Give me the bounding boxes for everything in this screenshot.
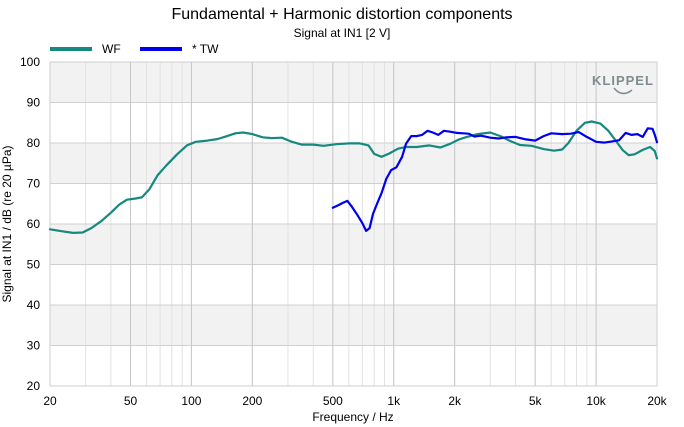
logo-text: KLIPPEL	[592, 73, 654, 88]
plot-band	[50, 305, 657, 346]
y-tick-label: 80	[27, 136, 41, 150]
plot-band	[50, 143, 657, 184]
y-axis-ticks: 20 30 40 50 60 70 80 90 100	[20, 55, 40, 393]
legend: WF * TW	[50, 42, 219, 56]
plot-background-bands	[50, 62, 657, 386]
x-axis-ticks: 20 50 100 200 500 1k 2k 5k 10k 20k	[43, 394, 667, 408]
y-tick-label: 20	[27, 379, 41, 393]
plot-band	[50, 345, 657, 386]
series-line-wf	[48, 120, 659, 234]
y-tick-label: 70	[27, 177, 41, 191]
plot-band	[50, 183, 657, 224]
legend-label: * TW	[192, 42, 219, 56]
x-tick-label: 10k	[586, 394, 606, 408]
chart-title: Fundamental + Harmonic distortion compon…	[171, 6, 512, 23]
series-layer	[48, 120, 659, 234]
y-tick-label: 50	[27, 258, 41, 272]
plot-band	[50, 102, 657, 143]
y-tick-label: 90	[27, 96, 41, 110]
y-tick-label: 60	[27, 217, 41, 231]
x-tick-label: 20k	[647, 394, 667, 408]
plot-band	[50, 264, 657, 305]
plot-band	[50, 224, 657, 265]
series-line-tw	[331, 127, 659, 232]
x-tick-label: 5k	[529, 394, 543, 408]
y-tick-label: 100	[20, 55, 40, 69]
plot-band	[50, 62, 657, 103]
y-tick-label: 30	[27, 339, 41, 353]
x-tick-label: 1k	[387, 394, 401, 408]
x-tick-label: 2k	[448, 394, 462, 408]
klippel-logo: KLIPPEL	[592, 73, 654, 95]
legend-label: WF	[102, 42, 121, 56]
x-tick-label: 100	[181, 394, 201, 408]
x-tick-label: 200	[242, 394, 262, 408]
plot-frame	[49, 61, 658, 387]
x-axis-label: Frequency / Hz	[312, 410, 393, 424]
x-tick-label: 20	[43, 394, 57, 408]
chart-subtitle: Signal at IN1 [2 V]	[294, 26, 391, 40]
y-tick-label: 40	[27, 298, 41, 312]
x-tick-label: 500	[323, 394, 343, 408]
y-axis-label: Signal at IN1 / dB (re 20 µPa)	[0, 146, 14, 303]
x-tick-label: 50	[124, 394, 138, 408]
logo-swoosh-icon	[613, 87, 633, 95]
